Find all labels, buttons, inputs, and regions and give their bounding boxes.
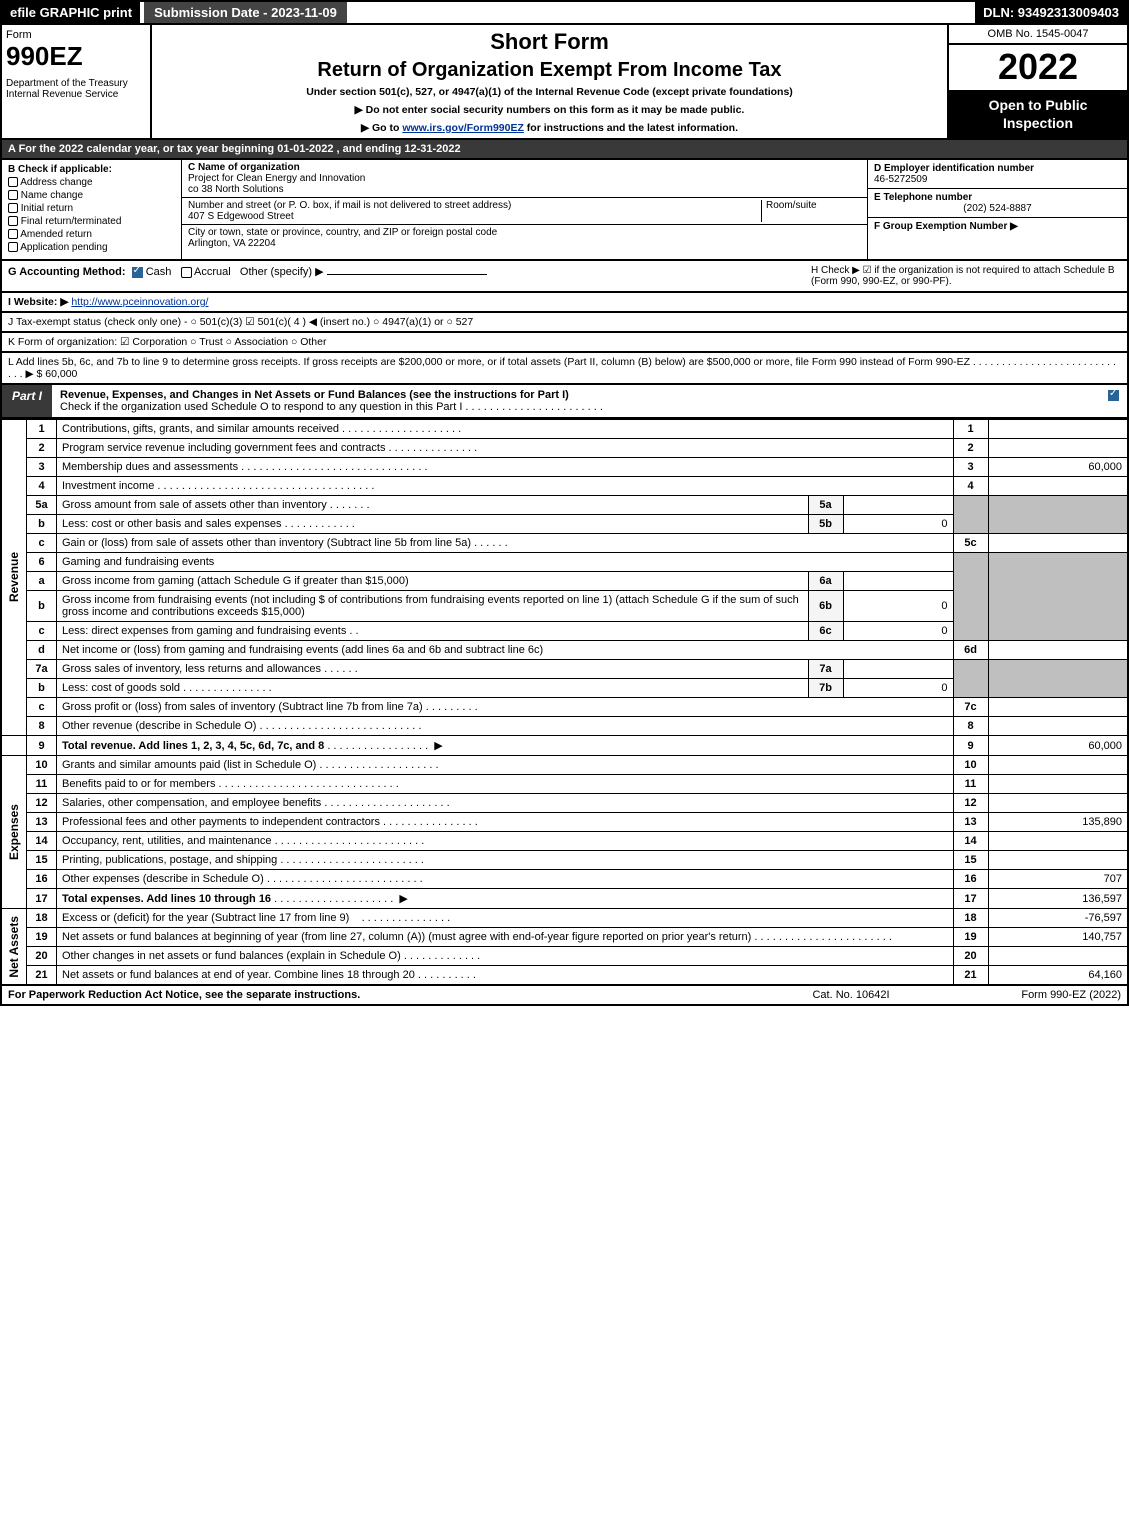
line9-value: 60,000 bbox=[988, 736, 1128, 756]
chk-name-change[interactable]: Name change bbox=[8, 190, 175, 201]
form-word: Form bbox=[6, 29, 146, 41]
part1-tab: Part I bbox=[2, 385, 52, 417]
line18-value: -76,597 bbox=[988, 909, 1128, 928]
side-expenses: Expenses bbox=[7, 804, 21, 860]
e-phone-value: (202) 524-8887 bbox=[874, 203, 1121, 214]
chk-amended-return[interactable]: Amended return bbox=[8, 229, 175, 240]
chk-initial-return[interactable]: Initial return bbox=[8, 203, 175, 214]
footer-left: For Paperwork Reduction Act Notice, see … bbox=[8, 989, 761, 1001]
part1-check-text: Check if the organization used Schedule … bbox=[60, 401, 603, 413]
c-name-label: C Name of organization bbox=[188, 162, 300, 173]
form-number: 990EZ bbox=[6, 41, 146, 72]
col-d-e-f: D Employer identification number 46-5272… bbox=[867, 160, 1127, 259]
chk-final-return[interactable]: Final return/terminated bbox=[8, 216, 175, 227]
chk-address-change[interactable]: Address change bbox=[8, 177, 175, 188]
row-l: L Add lines 5b, 6c, and 7b to line 9 to … bbox=[0, 353, 1129, 385]
d-ein-value: 46-5272509 bbox=[874, 174, 927, 185]
footer-right: Form 990-EZ (2022) bbox=[941, 989, 1121, 1001]
form-note-1: ▶ Do not enter social security numbers o… bbox=[162, 104, 937, 116]
row-a-tax-year: A For the 2022 calendar year, or tax yea… bbox=[0, 140, 1129, 160]
d-ein-label: D Employer identification number bbox=[874, 163, 1034, 174]
header-center: Short Form Return of Organization Exempt… bbox=[152, 25, 947, 138]
dept-label: Department of the Treasury Internal Reve… bbox=[6, 78, 146, 100]
form-title: Return of Organization Exempt From Incom… bbox=[162, 59, 937, 82]
form-header: Form 990EZ Department of the Treasury In… bbox=[0, 25, 1129, 140]
tax-year: 2022 bbox=[949, 45, 1127, 90]
room-suite-label: Room/suite bbox=[761, 200, 861, 222]
part1-check[interactable] bbox=[1108, 390, 1119, 401]
side-revenue: Revenue bbox=[7, 552, 21, 602]
line19-value: 140,757 bbox=[988, 928, 1128, 947]
row-g-h: G Accounting Method: Cash Accrual Other … bbox=[0, 261, 1129, 293]
omb-number: OMB No. 1545-0047 bbox=[949, 25, 1127, 45]
submission-date: Submission Date - 2023-11-09 bbox=[144, 2, 347, 23]
chk-cash[interactable] bbox=[132, 267, 143, 278]
header-right: OMB No. 1545-0047 2022 Open to Public In… bbox=[947, 25, 1127, 138]
h-text: H Check ▶ ☑ if the organization is not r… bbox=[811, 265, 1121, 287]
line16-value: 707 bbox=[988, 870, 1128, 889]
row-k: K Form of organization: ☑ Corporation ○ … bbox=[0, 333, 1129, 353]
f-group-label: F Group Exemption Number ▶ bbox=[874, 221, 1018, 232]
dln-label: DLN: 93492313009403 bbox=[975, 2, 1127, 23]
org-city: Arlington, VA 22204 bbox=[188, 238, 276, 249]
efile-label: efile GRAPHIC print bbox=[2, 2, 140, 23]
org-co: co 38 North Solutions bbox=[188, 184, 284, 195]
footer-center: Cat. No. 10642I bbox=[761, 989, 941, 1001]
form-note-2: ▶ Go to www.irs.gov/Form990EZ for instru… bbox=[162, 122, 937, 134]
irs-link[interactable]: www.irs.gov/Form990EZ bbox=[402, 122, 524, 134]
col-c-org: C Name of organization Project for Clean… bbox=[182, 160, 867, 259]
line17-value: 136,597 bbox=[988, 889, 1128, 909]
top-bar: efile GRAPHIC print Submission Date - 20… bbox=[0, 0, 1129, 25]
e-phone-label: E Telephone number bbox=[874, 192, 972, 203]
short-form-label: Short Form bbox=[162, 29, 937, 55]
g-label: G Accounting Method: bbox=[8, 266, 126, 278]
form-subtitle: Under section 501(c), 527, or 4947(a)(1)… bbox=[162, 86, 937, 98]
org-street: 407 S Edgewood Street bbox=[188, 211, 294, 222]
street-label: Number and street (or P. O. box, if mail… bbox=[188, 200, 511, 211]
col-b-checkboxes: B Check if applicable: Address change Na… bbox=[2, 160, 182, 259]
page-footer: For Paperwork Reduction Act Notice, see … bbox=[0, 986, 1129, 1006]
b-header: B Check if applicable: bbox=[8, 164, 175, 175]
chk-accrual[interactable] bbox=[181, 267, 192, 278]
city-label: City or town, state or province, country… bbox=[188, 227, 497, 238]
org-name: Project for Clean Energy and Innovation bbox=[188, 173, 365, 184]
row-i: I Website: ▶ http://www.pceinnovation.or… bbox=[0, 293, 1129, 313]
part1-title: Revenue, Expenses, and Changes in Net As… bbox=[60, 389, 569, 401]
org-info-section: B Check if applicable: Address change Na… bbox=[0, 160, 1129, 261]
header-left: Form 990EZ Department of the Treasury In… bbox=[2, 25, 152, 138]
chk-application-pending[interactable]: Application pending bbox=[8, 242, 175, 253]
part1-header: Part I Revenue, Expenses, and Changes in… bbox=[0, 385, 1129, 419]
line3-value: 60,000 bbox=[988, 458, 1128, 477]
line21-value: 64,160 bbox=[988, 966, 1128, 986]
part1-table: Revenue 1 Contributions, gifts, grants, … bbox=[0, 419, 1129, 986]
website-link[interactable]: http://www.pceinnovation.org/ bbox=[71, 296, 208, 308]
open-public-label: Open to Public Inspection bbox=[949, 90, 1127, 138]
row-j: J Tax-exempt status (check only one) - ○… bbox=[0, 313, 1129, 333]
line13-value: 135,890 bbox=[988, 813, 1128, 832]
side-netassets: Net Assets bbox=[7, 916, 21, 978]
